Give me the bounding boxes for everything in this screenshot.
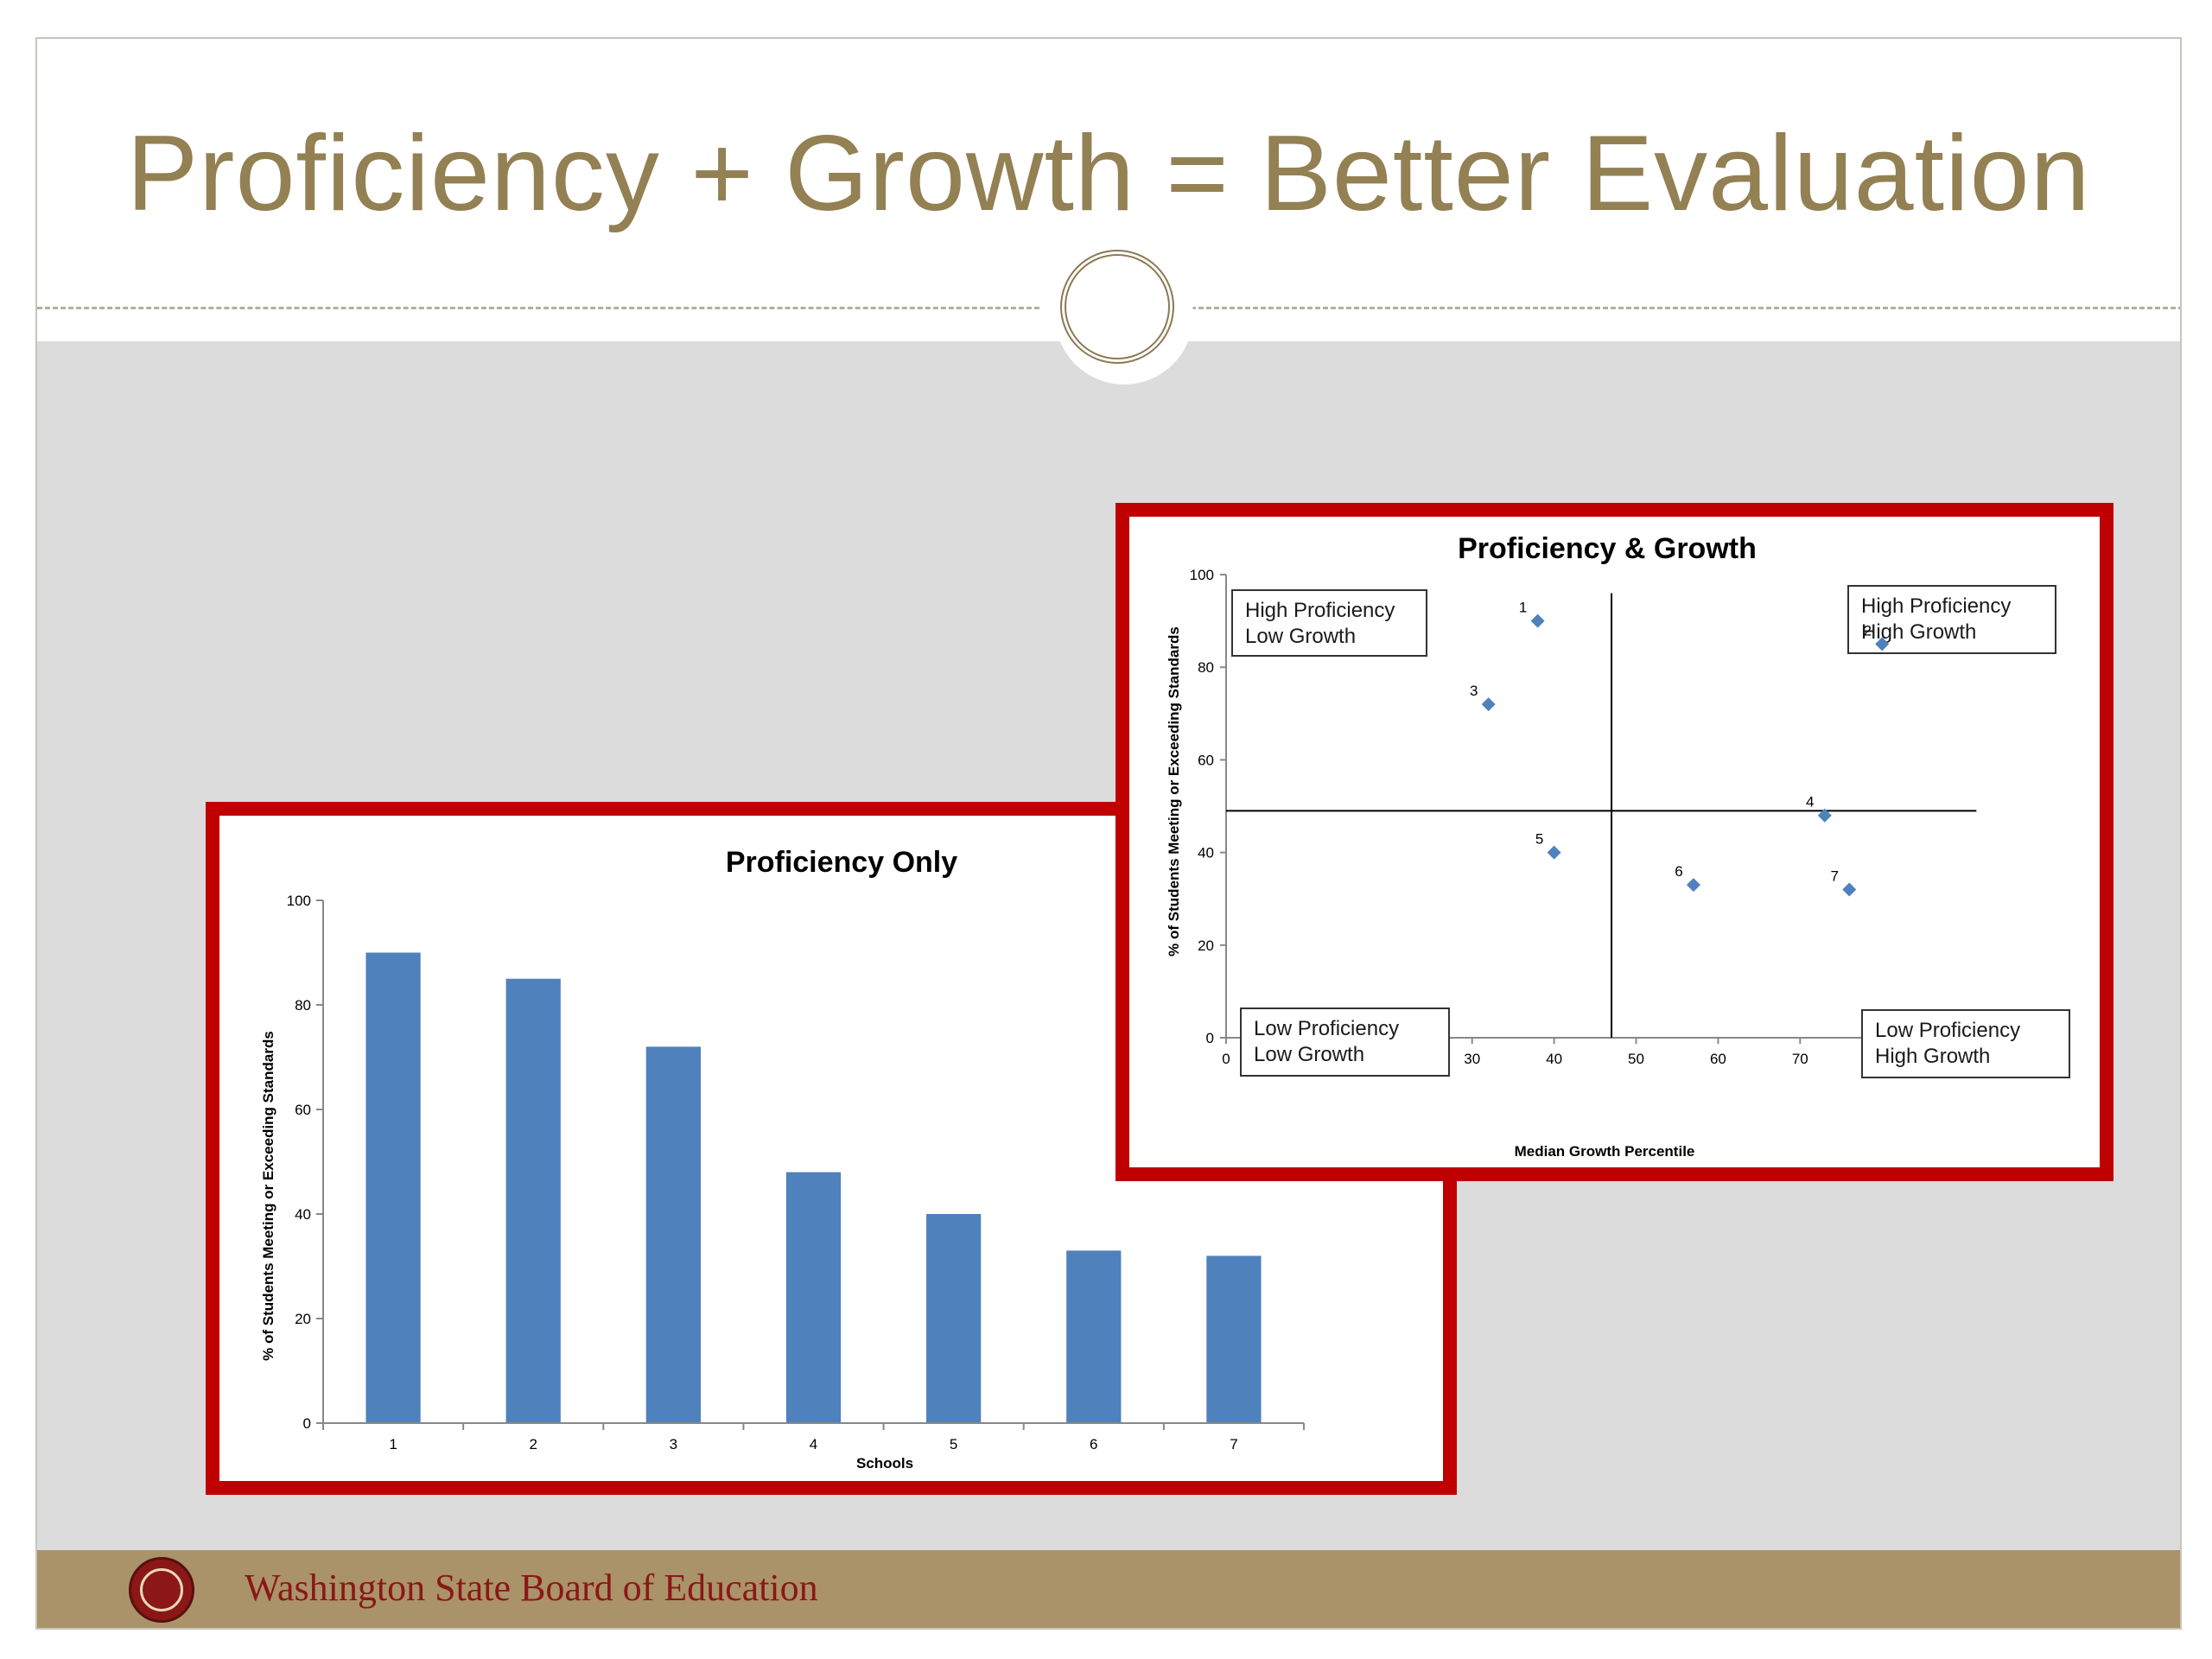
slide-footer: Washington State Board of Education (37, 1550, 2180, 1628)
y-tick-label: 20 (295, 1311, 311, 1327)
x-axis-label: Median Growth Percentile (1515, 1143, 1695, 1160)
bar-school-4 (785, 1172, 842, 1423)
x-tick-label: 2 (529, 1436, 537, 1452)
x-tick-label: 0 (1222, 1051, 1230, 1067)
data-point-school-6 (1686, 878, 1700, 893)
y-tick-label: 20 (1198, 938, 1214, 954)
data-point-school-7 (1842, 882, 1857, 897)
data-point-school-4 (1817, 808, 1832, 823)
quadrant-label-line: Low Growth (1245, 625, 1356, 648)
y-tick-label: 40 (1198, 845, 1214, 861)
quadrant-label-line: High Growth (1861, 620, 1976, 644)
x-axis-label: Schools (856, 1455, 913, 1471)
quadrant-label-line: High Proficiency (1245, 599, 1395, 622)
y-tick-label: 60 (295, 1102, 311, 1118)
point-label: 4 (1806, 794, 1814, 810)
quadrant-label-line: Low Growth (1254, 1043, 1364, 1066)
quadrant-label-top-left: High Proficiency Low Growth (1231, 589, 1427, 657)
x-tick-label: 3 (670, 1436, 677, 1452)
x-tick-label: 30 (1464, 1051, 1480, 1067)
header-divider-right (1191, 307, 2180, 309)
x-tick-label: 6 (1090, 1436, 1097, 1452)
header-divider-left (37, 307, 1039, 309)
y-tick-label: 100 (287, 893, 311, 909)
bar-school-2 (505, 978, 561, 1423)
y-tick-label: 40 (295, 1206, 311, 1223)
footer-organization-name: Washington State Board of Education (245, 1567, 818, 1609)
point-label: 3 (1470, 683, 1478, 699)
data-point-school-1 (1530, 613, 1545, 628)
point-label: 7 (1831, 868, 1839, 884)
y-tick-label: 0 (303, 1415, 311, 1432)
point-label: 6 (1675, 863, 1682, 880)
quadrant-label-line: Low Proficiency (1254, 1017, 1399, 1040)
point-label: 5 (1535, 831, 1543, 848)
quadrant-label-bottom-left: Low Proficiency Low Growth (1240, 1007, 1450, 1077)
bar-school-5 (926, 1214, 982, 1423)
x-tick-label: 4 (810, 1436, 817, 1452)
x-tick-label: 1 (389, 1436, 397, 1452)
x-tick-label: 40 (1546, 1051, 1562, 1067)
x-tick-label: 5 (950, 1436, 957, 1452)
bar-school-1 (365, 952, 421, 1423)
y-tick-label: 0 (1206, 1030, 1214, 1046)
x-tick-label: 60 (1710, 1051, 1726, 1067)
bar-school-6 (1066, 1250, 1122, 1423)
bar-school-7 (1206, 1255, 1262, 1423)
slide-title: Proficiency + Growth = Better Evaluation (126, 114, 2091, 233)
state-seal-icon (129, 1557, 194, 1623)
data-point-school-3 (1481, 697, 1496, 712)
chart-title: Proficiency Only (726, 846, 957, 879)
data-point-school-2 (1875, 637, 1890, 652)
x-tick-label: 70 (1792, 1051, 1808, 1067)
x-tick-label: 50 (1628, 1051, 1644, 1067)
y-tick-label: 60 (1198, 752, 1214, 768)
y-tick-label: 80 (295, 997, 311, 1014)
y-axis-label: % of Students Meeting or Exceeding Stand… (260, 1031, 276, 1361)
quadrant-label-line: High Proficiency (1861, 594, 2011, 618)
y-tick-label: 100 (1190, 567, 1214, 583)
bar-school-3 (645, 1046, 701, 1423)
y-tick-label: 80 (1198, 659, 1214, 676)
quadrant-label-line: Low Proficiency (1875, 1019, 2020, 1042)
x-tick-label: 7 (1230, 1436, 1237, 1452)
chart-title: Proficiency & Growth (1458, 532, 1757, 565)
point-label: 1 (1519, 600, 1527, 616)
point-label: 2 (1863, 622, 1871, 639)
bar-chart: Proficiency Only 0 20 40 60 80 100 1 2 3 4 5 6 7 Sc… (260, 846, 1305, 1471)
quadrant-label-line: High Growth (1875, 1045, 1990, 1068)
data-point-school-5 (1547, 845, 1561, 860)
circle-ornament-icon (1060, 250, 1174, 364)
y-axis-label: % of Students Meeting or Exceeding Stand… (1166, 626, 1182, 957)
quadrant-label-bottom-right: Low Proficiency High Growth (1861, 1009, 2070, 1078)
